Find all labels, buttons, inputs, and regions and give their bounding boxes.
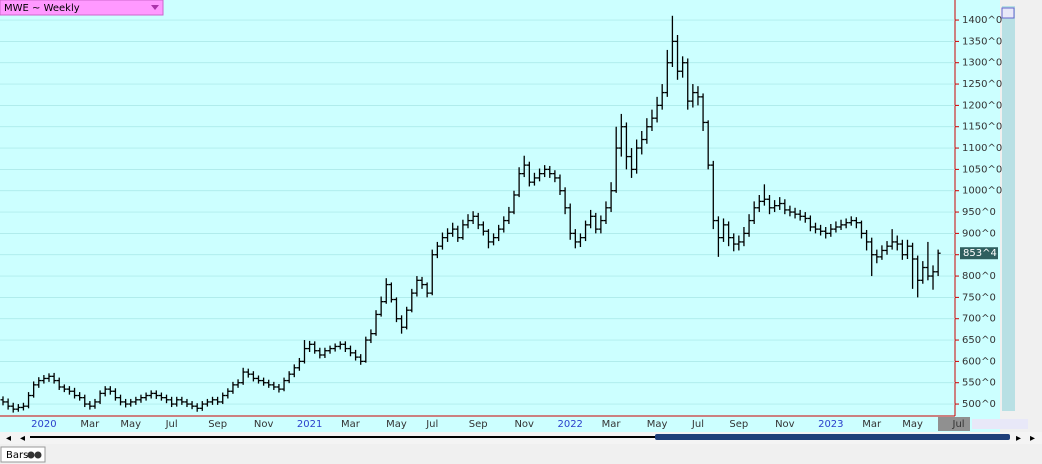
- x-tick-label: Jul: [165, 419, 178, 430]
- plot: 500^0550^0600^0650^0700^0750^0800^0850^0…: [0, 15, 1002, 430]
- x-tick-label: Mar: [602, 419, 622, 430]
- y-tick-label: 950^0: [962, 207, 996, 218]
- y-tick-label: 650^0: [962, 335, 996, 346]
- x-tick-label: Sep: [729, 419, 748, 430]
- y-tick-label: 500^0: [962, 399, 996, 410]
- y-tick-label: 1050^0: [962, 164, 1002, 175]
- x-tick-label: Nov: [514, 419, 534, 430]
- side-panel: [1002, 6, 1015, 411]
- scroll-left[interactable]: ◂: [6, 433, 11, 444]
- y-tick-label: 1000^0: [962, 186, 1002, 197]
- y-tick-label: 1100^0: [962, 143, 1002, 154]
- dropdown-arrow: [151, 5, 159, 10]
- x-tick-label: Jul: [952, 419, 965, 430]
- x-tick-label: 2021: [297, 419, 322, 430]
- x-tick-label: Jul: [425, 419, 438, 430]
- x-tick-label: Nov: [254, 419, 274, 430]
- x-tick-label: Sep: [208, 419, 227, 430]
- tab-icon: [27, 451, 35, 459]
- y-tick-label: 550^0: [962, 378, 996, 389]
- y-tick-label: 750^0: [962, 292, 996, 303]
- y-tick-label: 800^0: [962, 271, 996, 282]
- scroll-right[interactable]: ▸: [1030, 433, 1035, 444]
- y-tick-label: 900^0: [962, 228, 996, 239]
- x-tick-label: Nov: [775, 419, 795, 430]
- x-range-marker: [938, 417, 970, 431]
- y-tick-label: 1400^0: [962, 15, 1002, 26]
- y-tick-label: 1150^0: [962, 122, 1002, 133]
- symbol-selector[interactable]: [0, 0, 164, 16]
- x-tick-label: May: [647, 419, 668, 430]
- y-tick-label: 1200^0: [962, 100, 1002, 111]
- y-tick-label: 600^0: [962, 356, 996, 367]
- x-tick-label: 2023: [818, 419, 843, 430]
- x-tick-label: Mar: [862, 419, 882, 430]
- tab-icon: [34, 451, 42, 459]
- x-tick-label: Sep: [469, 419, 488, 430]
- y-tick-label: 1250^0: [962, 79, 1002, 90]
- tab-label: Bars: [6, 450, 28, 461]
- symbol-text: MWE ~ Weekly: [4, 3, 80, 14]
- x-tick-label: May: [120, 419, 141, 430]
- scroll-left[interactable]: ◂: [20, 433, 25, 444]
- last-price-label: 853^4: [963, 248, 997, 259]
- x-tick-label: May: [902, 419, 923, 430]
- y-tick-label: 1350^0: [962, 36, 1002, 47]
- toolbar[interactable]: [972, 419, 1028, 429]
- x-tick-label: 2020: [31, 419, 56, 430]
- x-tick-label: Mar: [80, 419, 100, 430]
- chart-background: [0, 0, 1000, 432]
- scroll-right[interactable]: ▸: [1016, 433, 1021, 444]
- y-tick-label: 1300^0: [962, 58, 1002, 69]
- last-price-box: [960, 247, 998, 260]
- y-tick-label: 700^0: [962, 314, 996, 325]
- x-tick-label: Mar: [341, 419, 361, 430]
- panel-button[interactable]: [1001, 7, 1015, 19]
- x-tick-label: Jul: [691, 419, 704, 430]
- tab[interactable]: [0, 446, 46, 463]
- scroll-thumb[interactable]: [655, 434, 1010, 440]
- x-tick-label: May: [386, 419, 407, 430]
- x-tick-label: 2022: [557, 419, 582, 430]
